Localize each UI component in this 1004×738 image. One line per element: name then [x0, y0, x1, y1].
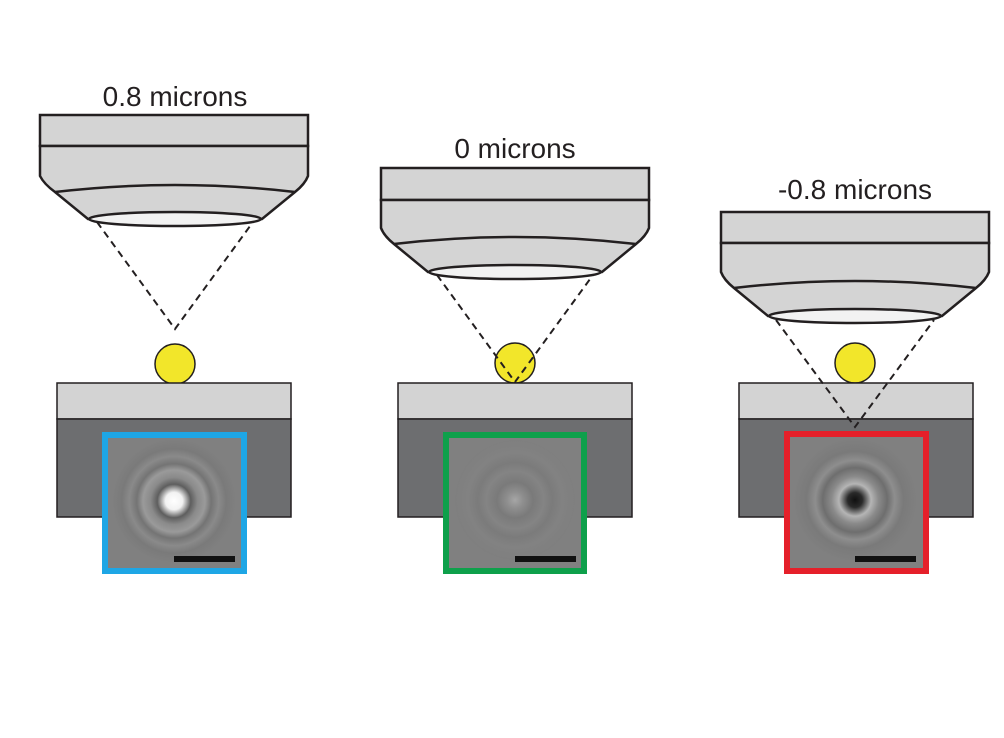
objective-lens — [379, 166, 651, 281]
objective-lens — [719, 210, 991, 325]
coverslip — [56, 382, 292, 420]
objective-front-lens — [87, 210, 263, 228]
objective-lens — [38, 113, 310, 228]
objective-barrel — [379, 166, 651, 202]
objective-front-lens — [767, 307, 943, 325]
diffraction-pattern — [112, 439, 236, 563]
objective-ridge — [733, 279, 977, 290]
panel-label: 0.8 microns — [103, 81, 248, 112]
objective-nosepiece — [38, 144, 310, 221]
objective-ridge — [393, 235, 637, 246]
scale-bar — [515, 556, 576, 562]
panel-label: -0.8 microns — [778, 174, 932, 205]
particle — [834, 342, 876, 384]
psf-image — [784, 431, 929, 574]
objective-ridge — [54, 183, 296, 194]
objective-barrel — [38, 113, 310, 148]
scale-bar — [855, 556, 916, 562]
coverslip — [738, 382, 974, 420]
objective-barrel — [719, 210, 991, 245]
light-cone — [96, 221, 254, 331]
light-cone — [436, 274, 594, 384]
coverslip — [397, 382, 633, 420]
panel-label: 0 microns — [454, 133, 575, 164]
objective-front-lens — [427, 263, 603, 281]
light-cone — [775, 319, 935, 429]
objective-nosepiece — [719, 241, 991, 318]
diffraction-pattern — [793, 438, 917, 562]
panel-plus-0-8: 0.8 microns — [38, 81, 310, 574]
psf-image — [443, 432, 587, 574]
panel-minus-0-8: -0.8 microns — [719, 174, 991, 574]
scale-bar — [174, 556, 235, 562]
psf-image — [102, 432, 247, 574]
panel-zero: 0 microns — [379, 133, 651, 574]
particle — [154, 343, 196, 385]
diffraction-pattern — [455, 440, 575, 560]
